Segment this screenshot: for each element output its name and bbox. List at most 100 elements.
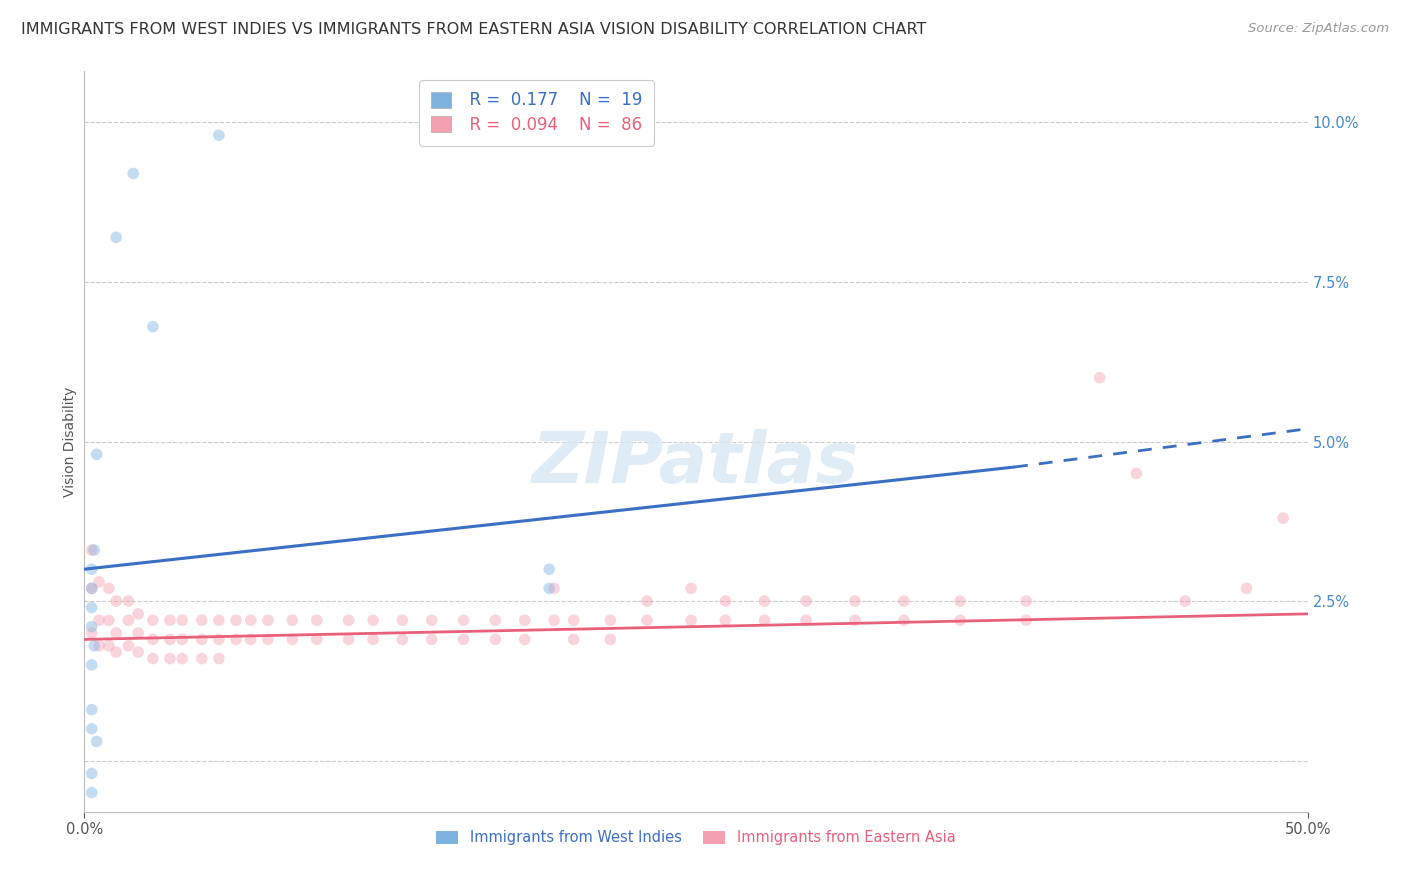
Point: [142, 613, 165, 627]
Point: [239, 632, 262, 647]
Point: [754, 613, 776, 627]
Point: [191, 651, 214, 665]
Text: Source: ZipAtlas.com: Source: ZipAtlas.com: [1249, 22, 1389, 36]
Point: [754, 594, 776, 608]
Point: [1272, 511, 1295, 525]
Point: [893, 594, 915, 608]
Point: [453, 632, 475, 647]
Point: [562, 613, 585, 627]
Point: [599, 632, 621, 647]
Point: [361, 613, 384, 627]
Point: [80, 626, 103, 640]
Point: [191, 613, 214, 627]
Point: [105, 594, 128, 608]
Point: [305, 632, 328, 647]
Point: [543, 582, 565, 596]
Point: [681, 582, 703, 596]
Point: [80, 543, 103, 558]
Point: [191, 632, 214, 647]
Point: [361, 632, 384, 647]
Point: [80, 600, 103, 615]
Point: [105, 230, 128, 244]
Point: [453, 613, 475, 627]
Point: [127, 607, 149, 621]
Point: [1088, 370, 1111, 384]
Point: [80, 562, 103, 576]
Point: [305, 613, 328, 627]
Point: [844, 594, 866, 608]
Point: [142, 632, 165, 647]
Point: [513, 613, 536, 627]
Point: [281, 613, 304, 627]
Point: [172, 613, 194, 627]
Point: [893, 613, 915, 627]
Point: [484, 632, 506, 647]
Point: [391, 632, 413, 647]
Point: [543, 613, 565, 627]
Point: [538, 582, 561, 596]
Point: [86, 447, 108, 461]
Text: ZIPatlas: ZIPatlas: [533, 429, 859, 499]
Point: [97, 613, 120, 627]
Point: [172, 632, 194, 647]
Point: [208, 613, 231, 627]
Point: [225, 613, 247, 627]
Point: [127, 645, 149, 659]
Point: [80, 619, 103, 633]
Point: [681, 613, 703, 627]
Point: [484, 613, 506, 627]
Point: [337, 613, 360, 627]
Point: [83, 543, 105, 558]
Point: [225, 632, 247, 647]
Point: [599, 613, 621, 627]
Point: [208, 632, 231, 647]
Point: [420, 613, 443, 627]
Point: [513, 632, 536, 647]
Point: [142, 651, 165, 665]
Point: [391, 613, 413, 627]
Point: [105, 626, 128, 640]
Point: [159, 613, 181, 627]
Point: [844, 613, 866, 627]
Point: [87, 574, 110, 589]
Point: [636, 613, 658, 627]
Text: IMMIGRANTS FROM WEST INDIES VS IMMIGRANTS FROM EASTERN ASIA VISION DISABILITY CO: IMMIGRANTS FROM WEST INDIES VS IMMIGRANT…: [21, 22, 927, 37]
Point: [127, 626, 149, 640]
Point: [86, 734, 108, 748]
Point: [1015, 613, 1038, 627]
Point: [949, 613, 972, 627]
Point: [208, 651, 231, 665]
Point: [1015, 594, 1038, 608]
Point: [80, 722, 103, 736]
Point: [159, 651, 181, 665]
Point: [562, 632, 585, 647]
Point: [159, 632, 181, 647]
Point: [117, 594, 139, 608]
Y-axis label: Vision Disability: Vision Disability: [63, 386, 77, 497]
Point: [420, 632, 443, 647]
Point: [122, 166, 145, 180]
Point: [538, 562, 561, 576]
Point: [97, 639, 120, 653]
Point: [1236, 582, 1258, 596]
Point: [257, 613, 280, 627]
Point: [80, 766, 103, 780]
Point: [105, 645, 128, 659]
Point: [208, 128, 231, 143]
Point: [80, 582, 103, 596]
Point: [80, 657, 103, 672]
Point: [117, 613, 139, 627]
Point: [257, 632, 280, 647]
Point: [239, 613, 262, 627]
Legend: Immigrants from West Indies, Immigrants from Eastern Asia: Immigrants from West Indies, Immigrants …: [429, 823, 963, 853]
Point: [714, 594, 737, 608]
Point: [80, 786, 103, 800]
Point: [794, 613, 817, 627]
Point: [281, 632, 304, 647]
Point: [1174, 594, 1197, 608]
Point: [97, 582, 120, 596]
Point: [142, 319, 165, 334]
Point: [87, 613, 110, 627]
Point: [80, 582, 103, 596]
Point: [337, 632, 360, 647]
